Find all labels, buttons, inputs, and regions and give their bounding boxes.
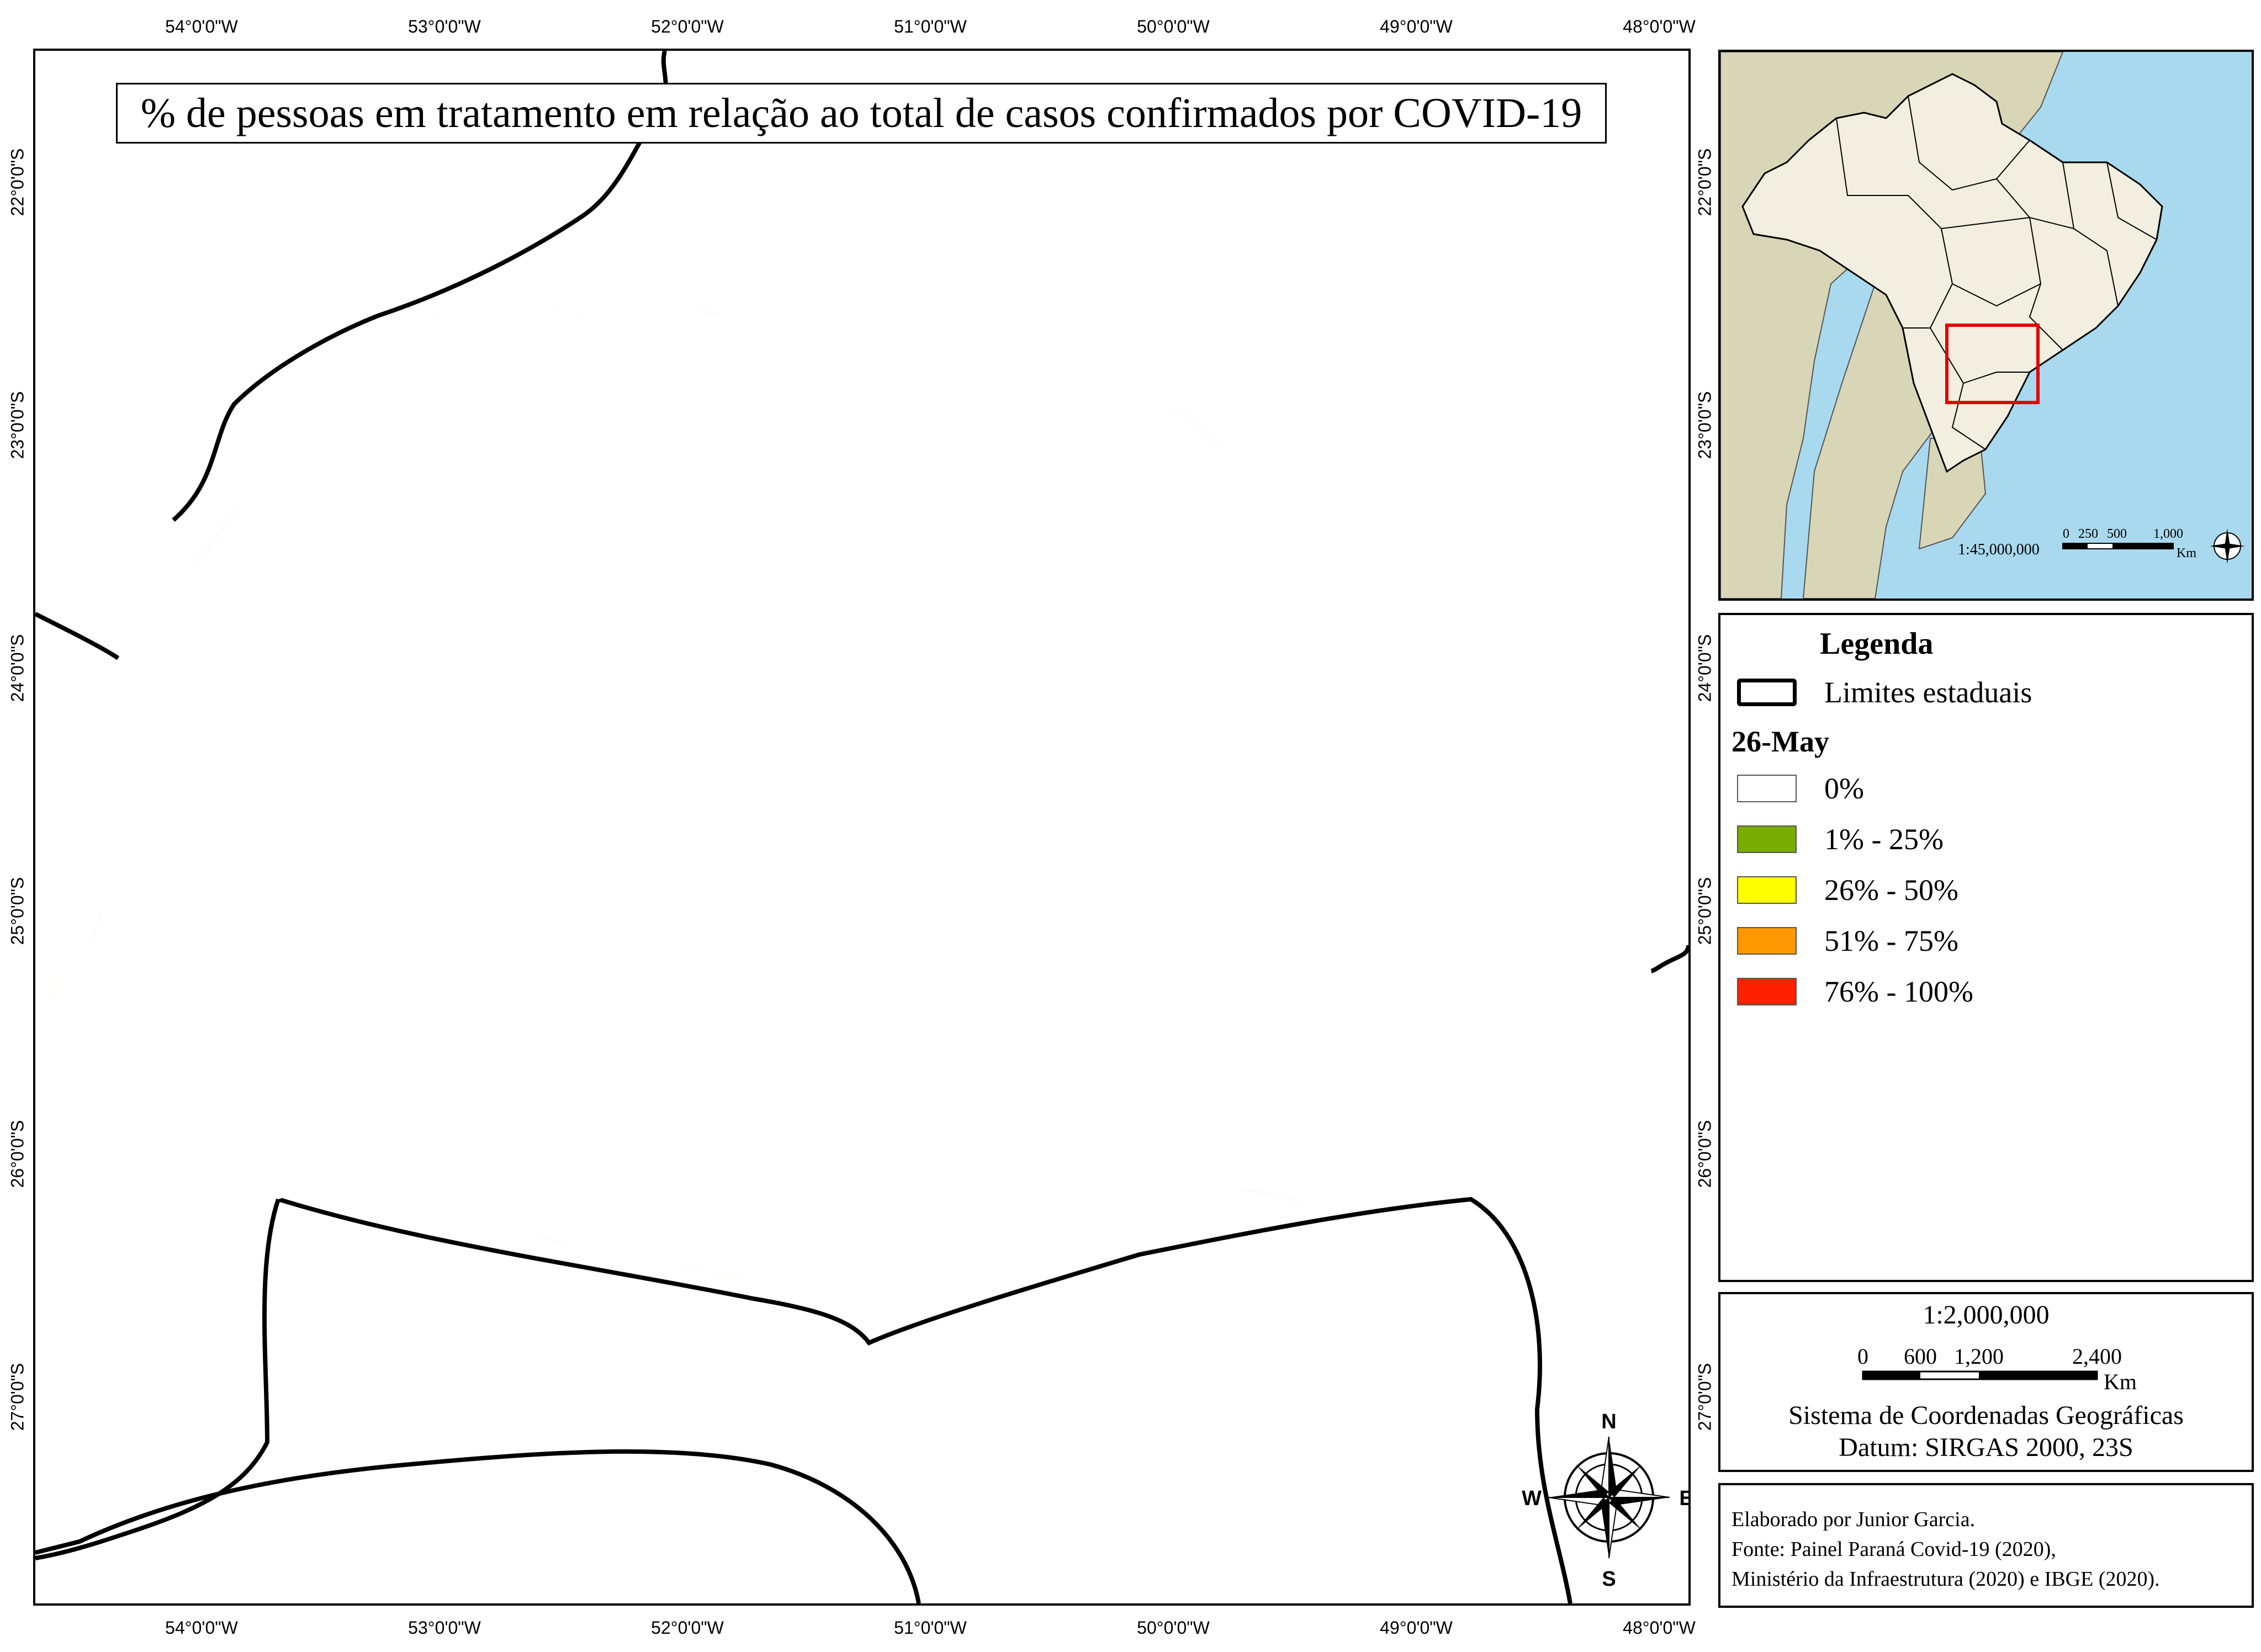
svg-text:600: 600 <box>1904 1344 1937 1369</box>
longitude-label-top: 50°0'0"W <box>1137 17 1210 36</box>
datum-label: Datum: SIRGAS 2000, 23S <box>1839 1433 2133 1462</box>
scale-ratio: 1:2,000,000 <box>1923 1300 2050 1330</box>
svg-text:0: 0 <box>1857 1344 1868 1369</box>
legend-class-row: 26% - 50% <box>1737 873 1958 907</box>
legend-swatch <box>1737 876 1797 904</box>
brazil-states <box>1836 96 2157 450</box>
latitude-label-left: 27°0'0"S <box>7 1363 28 1431</box>
svg-text:Km: Km <box>2177 546 2196 560</box>
legend-swatch <box>1737 978 1797 1005</box>
legend-boundary-label: Limites estaduais <box>1824 676 2032 709</box>
longitude-label-bot: 48°0'0"W <box>1623 1618 1696 1638</box>
longitude-label-top: 51°0'0"W <box>894 17 967 36</box>
longitude-label-bot: 51°0'0"W <box>894 1618 967 1638</box>
compass-e: E <box>1679 1487 1688 1510</box>
latitude-label-left: 25°0'0"S <box>7 877 28 945</box>
svg-text:500: 500 <box>2107 527 2127 541</box>
legend-swatch <box>1737 927 1797 955</box>
svg-text:2,400: 2,400 <box>2072 1344 2122 1369</box>
compass-n: N <box>1601 1410 1616 1433</box>
legend-class-row: 51% - 75% <box>1737 924 1958 957</box>
legend-swatch <box>1737 775 1797 802</box>
latitude-label-left: 24°0'0"S <box>7 634 28 702</box>
credits-box: Elaborado por Junior Garcia. Fonte: Pain… <box>1718 1483 2254 1608</box>
credit-source: Fonte: Painel Paraná Covid-19 (2020), <box>1732 1538 2056 1561</box>
compass-w: W <box>1522 1487 1542 1510</box>
latitude-label-right: 24°0'0"S <box>1695 634 1715 702</box>
scale-box: 1:2,000,000 0 600 1,200 2,400 Km Sistema… <box>1718 1292 2254 1472</box>
parana-map: N S E W <box>34 50 1693 1604</box>
legend-class-row: 0% <box>1737 772 1864 805</box>
scale-bar: 0 600 1,200 2,400 Km <box>1857 1344 2137 1394</box>
svg-text:0: 0 <box>2063 527 2069 541</box>
longitude-label-bot: 50°0'0"W <box>1137 1618 1210 1638</box>
legend-class-row: 1% - 25% <box>1737 823 1944 856</box>
legend: Legenda Limites estaduais 26-May 0% 1% - … <box>1718 613 2254 1282</box>
legend-title: Legenda <box>1820 627 1934 661</box>
boundary-sc-west <box>35 1198 280 1560</box>
compass-s: S <box>1602 1568 1616 1591</box>
boundary-rs <box>35 1449 921 1604</box>
latitude-label-right: 23°0'0"S <box>1695 391 1715 459</box>
longitude-label-top: 52°0'0"W <box>651 17 724 36</box>
legend-swatch <box>1737 825 1797 853</box>
legend-class-label: 76% - 100% <box>1824 975 1973 1008</box>
legend-class-label: 0% <box>1824 772 1864 805</box>
latitude-label-right: 26°0'0"S <box>1695 1120 1715 1188</box>
boundary-sc-east <box>277 1196 1572 1604</box>
longitude-label-bot: 54°0'0"W <box>165 1618 238 1638</box>
parana-highlight <box>1945 324 2040 404</box>
longitude-label-bot: 53°0'0"W <box>408 1618 481 1638</box>
svg-text:250: 250 <box>2078 527 2098 541</box>
latitude-label-left: 23°0'0"S <box>7 391 28 459</box>
boundary-swatch <box>1737 679 1797 706</box>
latitude-label-right: 25°0'0"S <box>1695 877 1715 945</box>
svg-text:1,000: 1,000 <box>2153 527 2183 541</box>
map-title: % de pessoas em tratamento em relação ao… <box>116 83 1607 144</box>
longitude-label-top: 48°0'0"W <box>1623 17 1696 36</box>
longitude-label-bot: 49°0'0"W <box>1380 1618 1453 1638</box>
legend-class-row: 76% - 100% <box>1737 975 1973 1008</box>
inset-map: 1:45,000,000 0 250 500 1,000 Km <box>1718 50 2254 601</box>
boundary-paraguay <box>34 612 120 660</box>
legend-class-label: 51% - 75% <box>1824 924 1958 957</box>
svg-text:1,200: 1,200 <box>1954 1344 2004 1369</box>
inset-compass <box>2210 528 2245 564</box>
longitude-label-top: 54°0'0"W <box>165 17 238 36</box>
latitude-label-right: 27°0'0"S <box>1695 1363 1715 1431</box>
longitude-label-top: 53°0'0"W <box>408 17 481 36</box>
svg-text:1:45,000,000: 1:45,000,000 <box>1958 541 2040 558</box>
legend-class-label: 26% - 50% <box>1824 873 1958 907</box>
compass-rose: N S E W <box>1522 1410 1693 1591</box>
legend-class-label: 1% - 25% <box>1824 823 1944 856</box>
latitude-label-left: 22°0'0"S <box>7 148 28 216</box>
legend-boundary-row: Limites estaduais <box>1737 676 2032 709</box>
credit-source-2: Ministério da Infraestrutura (2020) e IB… <box>1732 1568 2160 1591</box>
inset-scale: 1:45,000,000 0 250 500 1,000 Km <box>1958 527 2245 564</box>
latitude-label-right: 22°0'0"S <box>1695 148 1715 216</box>
main-map: N S E W <box>33 49 1693 1606</box>
legend-date: 26-May <box>1732 725 1829 758</box>
svg-text:Km: Km <box>2104 1369 2137 1394</box>
latitude-label-left: 26°0'0"S <box>7 1120 28 1188</box>
longitude-label-top: 49°0'0"W <box>1380 17 1453 36</box>
longitude-label-bot: 52°0'0"W <box>651 1618 724 1638</box>
crs-label: Sistema de Coordenadas Geográficas <box>1788 1401 2184 1430</box>
credit-author: Elaborado por Junior Garcia. <box>1732 1508 1976 1531</box>
